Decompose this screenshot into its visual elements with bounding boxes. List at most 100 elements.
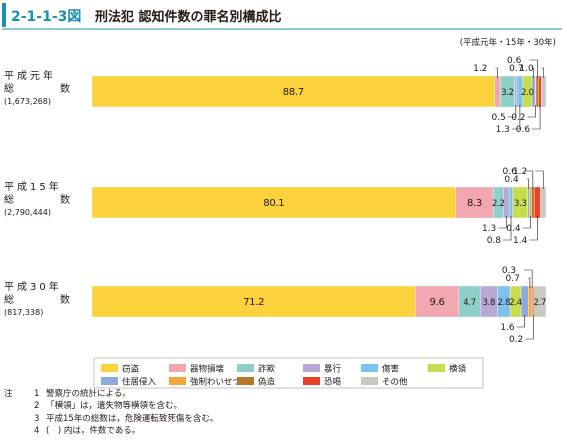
data-label: 71.2 [243, 297, 264, 308]
note-text: 警察庁の統計による。 [46, 389, 131, 399]
period-note: (平成元年・15年・30年) [460, 37, 556, 48]
data-label: 3.3 [514, 199, 527, 209]
callout-line [522, 216, 531, 229]
header-accent-bar [2, 3, 6, 27]
legend-box [93, 357, 484, 389]
legend-label: 強制わいせつ [190, 377, 241, 388]
callout-line [495, 67, 498, 78]
bar-segment [91, 75, 495, 108]
note-text: 「横領」は，遺失物等横領を含む。 [46, 401, 183, 412]
callout-label: 0.2 [511, 113, 525, 123]
note-item: 2 「横領」は，遺失物等横領を含む。 [4, 400, 564, 412]
legend-label: 偽造 [258, 377, 276, 388]
category-count: (817,338) [4, 308, 43, 317]
data-label: 2.2 [492, 199, 505, 209]
bar-segment [509, 186, 514, 219]
callout-line [527, 277, 531, 288]
bar-segment [514, 75, 518, 108]
callout-line [535, 170, 544, 189]
bar-segment [455, 186, 494, 219]
callout-line [532, 105, 541, 130]
callout-line [503, 216, 512, 241]
legend-swatch [237, 364, 254, 372]
note-text: 平成15年の総数は，危険運転致死傷を含む。 [46, 413, 219, 424]
note-text: ( ) 内は，件数である。 [46, 426, 141, 437]
figure-title: 刑法犯 認知件数の罪名別構成比 [95, 9, 282, 25]
data-label: 80.1 [263, 198, 284, 209]
figure-number: 2-1-1-3図 [11, 9, 81, 25]
legend-swatch [101, 364, 118, 372]
legend-label: 窃盗 [122, 364, 140, 375]
notes: 注 1 警察庁の統計による。 2 「横領」は，遺失物等横領を含む。 3 平成15… [4, 388, 564, 438]
callout-label: 0.4 [506, 224, 521, 234]
bar-segment [541, 75, 547, 108]
callout-label: 1.3 [482, 224, 496, 234]
callout-label: 1.3 [496, 125, 510, 135]
bar-segment [538, 75, 542, 108]
legend-swatch [303, 377, 320, 385]
note-number: 2 [34, 401, 40, 412]
callout-label: 1.6 [500, 323, 515, 333]
callout-line [529, 216, 538, 241]
note-number: 4 [34, 426, 40, 437]
legend-label: 詐欺 [258, 364, 276, 375]
callout-label: 1.0 [519, 64, 534, 74]
legend-label: その他 [382, 377, 408, 388]
category-label: 平成15年 [4, 180, 62, 193]
data-label: 2.7 [534, 298, 547, 308]
category-label: 平成30年 [4, 280, 62, 293]
category-label: 数 [60, 193, 70, 206]
legend-label: 暴行 [324, 364, 342, 375]
callout-line [525, 315, 534, 340]
bar-segment [415, 285, 460, 318]
bar-segment [520, 285, 529, 318]
data-label: 9.6 [430, 297, 445, 308]
callout-label: 0.5 [491, 113, 505, 123]
data-label: 2.4 [509, 298, 522, 308]
callout-line [507, 105, 517, 118]
callout-line [531, 67, 534, 78]
callout-line [516, 315, 525, 328]
bar-segment [529, 186, 532, 219]
category-label: 総 [4, 82, 14, 95]
legend-label: 住居侵入 [122, 377, 157, 388]
callout-label: 0.6 [503, 167, 518, 177]
legend-swatch [428, 364, 445, 372]
bar-segment [528, 285, 532, 318]
callout-label: 1.2 [473, 64, 487, 74]
data-label: 8.3 [467, 198, 482, 209]
callout-line [526, 178, 530, 189]
callout-line [524, 269, 533, 288]
legend-swatch [361, 377, 378, 385]
callout-label: 0.2 [509, 335, 523, 345]
category-label: 数 [60, 293, 70, 306]
note-item: 3 平成15年の総数は，危険運転致死傷を含む。 [4, 413, 564, 425]
bar-segment [540, 186, 547, 219]
bar-segment [533, 186, 541, 219]
legend-label: 器物損壊 [190, 364, 225, 375]
legend-label: 傷害 [382, 364, 399, 375]
callout-line [498, 216, 507, 229]
bar-segment [531, 186, 535, 219]
callout-line [527, 105, 536, 118]
bar-segment [535, 75, 539, 108]
callout-label: 1.2 [513, 167, 527, 177]
data-label: 3.2 [501, 88, 514, 98]
legend-swatch [303, 364, 320, 372]
callout-label: 0.7 [509, 64, 523, 74]
legend-swatch [361, 364, 378, 372]
callout-label: 0.8 [487, 236, 502, 246]
data-label: 3.8 [482, 298, 495, 308]
category-label: 平成元年 [4, 69, 56, 82]
callout-label: 0.6 [507, 56, 522, 66]
data-label: 2.8 [497, 298, 510, 308]
legend-label: 横領 [449, 364, 467, 375]
category-count: (1,673,268) [4, 97, 51, 106]
note-number: 1 [34, 389, 40, 399]
callout-line [541, 67, 545, 78]
bar-segment [91, 285, 416, 318]
callout-label: 0.3 [502, 266, 516, 276]
